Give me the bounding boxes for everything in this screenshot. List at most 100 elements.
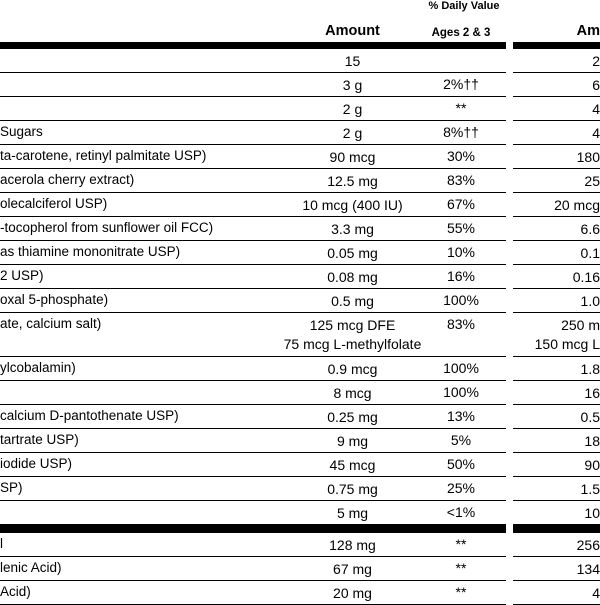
daily-value: 55%	[446, 220, 476, 236]
amount-value: 90 mcg	[329, 149, 376, 165]
table-row: ta-carotene, retinyl palmitate USP) 90 mc…	[0, 145, 506, 169]
ages-column-header: Ages 2 & 3	[431, 27, 491, 39]
table-row: 15	[0, 49, 506, 73]
amount-line: 250 m	[561, 317, 600, 333]
table-row: 3 g 2%††	[0, 73, 506, 97]
amount-value: 8 mcg	[333, 385, 372, 401]
section-divider	[0, 525, 506, 533]
daily-value: 10%	[446, 244, 476, 260]
right-amount-value: 6.6	[580, 221, 600, 237]
daily-value: 2%††	[443, 76, 479, 92]
table-row: calcium D-pantothenate USP) 0.25 mg 13%	[0, 405, 506, 429]
table-row: Sugars 2 g 8%††	[0, 121, 506, 145]
right-amount-value: 4	[592, 125, 600, 141]
right-amount-value: 1.0	[580, 293, 600, 309]
table-row: 0.16	[513, 265, 600, 289]
table-row: 18	[513, 429, 600, 453]
table-row: iodide USP) 45 mcg 50%	[0, 453, 506, 477]
table-row: 0.5	[513, 405, 600, 429]
table-row: 180	[513, 145, 600, 169]
daily-value: 5%	[450, 432, 472, 448]
right-amount-value: 20 mcg	[554, 197, 600, 213]
daily-value: 16%	[446, 268, 476, 284]
daily-value: **	[455, 560, 467, 576]
daily-value: 83%	[446, 172, 476, 188]
table-row: 10	[513, 501, 600, 525]
table-row: l 128 mg **	[0, 533, 506, 557]
table-row: Acid) 20 mg **	[0, 581, 506, 605]
daily-value: 30%	[446, 148, 476, 164]
header-divider	[513, 42, 600, 49]
daily-value: 50%	[446, 456, 476, 472]
nutrient-name: l	[0, 536, 3, 551]
right-amount-value: 134	[576, 561, 600, 577]
right-amount-value: 4	[592, 101, 600, 117]
facts-table-right: Am 2 6 4 4 180 25 20 mcg 6.6 0.1 0.16 1.0 250 m 150 …	[513, 18, 600, 605]
amount-value: 2 g	[342, 125, 363, 141]
right-amount-value: 18	[584, 433, 600, 449]
table-row: 1.0	[513, 289, 600, 313]
table-row: SP) 0.75 mg 25%	[0, 477, 506, 501]
amount-value: 10 mcg (400 IU)	[302, 197, 403, 213]
daily-value: 8%††	[443, 124, 479, 140]
table-row: as thiamine mononitrate USP) 0.05 mg 10%	[0, 241, 506, 265]
amount-value: 12.5 mg	[327, 173, 378, 189]
table-row: olecalciferol USP) 10 mcg (400 IU) 67%	[0, 193, 506, 217]
table-row: 2 USP) 0.08 mg 16%	[0, 265, 506, 289]
right-amount-column-header: Am	[576, 23, 600, 39]
table-row: 4	[513, 581, 600, 605]
table-row: 16	[513, 381, 600, 405]
table-row: 250 m 150 mcg L	[513, 313, 600, 357]
daily-value-label: % Daily Value	[428, 0, 500, 12]
header-divider	[0, 42, 506, 49]
daily-value: <1%	[446, 504, 476, 520]
nutrient-name: SP)	[0, 480, 23, 495]
amount-value: 0.05 mg	[327, 245, 378, 261]
amount-value: 0.5 mg	[331, 293, 374, 309]
nutrient-name: lenic Acid)	[0, 560, 62, 575]
table-row: 256	[513, 533, 600, 557]
amount-value: 0.08 mg	[327, 269, 378, 285]
table-row: oxal 5-phosphate) 0.5 mg 100%	[0, 289, 506, 313]
right-amount-value: 180	[576, 149, 600, 165]
amount-value: 0.75 mg	[327, 481, 378, 497]
amount-value: 3.3 mg	[331, 221, 374, 237]
left-header-row: Amount Ages 2 & 3	[0, 18, 506, 42]
table-row: 8 mcg 100%	[0, 381, 506, 405]
daily-value: 67%	[446, 196, 476, 212]
amount-value: 0.25 mg	[327, 409, 378, 425]
amount-value: 20 mg	[333, 585, 372, 601]
nutrient-name: -tocopherol from sunflower oil FCC)	[0, 220, 214, 235]
amount-value: 125 mcg DFE 75 mcg L-methylfolate	[265, 316, 440, 354]
daily-value: **	[455, 584, 467, 600]
amount-line: 150 mcg L	[534, 336, 600, 352]
right-rows: 2 6 4 4 180 25 20 mcg 6.6 0.1 0.16 1.0 250 m 150 mcg…	[513, 49, 600, 605]
nutrient-name: ta-carotene, retinyl palmitate USP)	[0, 148, 207, 163]
nutrient-name: olecalciferol USP)	[0, 196, 108, 211]
daily-value: 100%	[443, 292, 479, 308]
nutrient-name: 2 USP)	[0, 268, 44, 283]
amount-value: 2 g	[342, 101, 363, 117]
daily-value: 100%	[443, 384, 479, 400]
amount-value: 9 mg	[336, 433, 369, 449]
table-row: 4	[513, 97, 600, 121]
amount-column-header: Amount	[325, 23, 380, 39]
daily-value: 25%	[446, 480, 476, 496]
table-row: 134	[513, 557, 600, 581]
nutrient-name: calcium D-pantothenate USP)	[0, 408, 179, 423]
nutrient-name: Acid)	[0, 584, 31, 599]
table-row: 6.6	[513, 217, 600, 241]
right-amount-value: 250 m 150 mcg L	[513, 313, 600, 354]
table-row: 2 g **	[0, 97, 506, 121]
amount-value: 0.9 mcg	[327, 361, 378, 377]
table-row: 20 mcg	[513, 193, 600, 217]
amount-value: 5 mg	[336, 505, 369, 521]
amount-value: 3 g	[342, 77, 363, 93]
right-amount-value: 0.1	[580, 245, 600, 261]
daily-value: 13%	[446, 408, 476, 424]
daily-value: 100%	[443, 360, 479, 376]
table-row: tartrate USP) 9 mg 5%	[0, 429, 506, 453]
right-amount-value: 25	[584, 173, 600, 189]
amount-value: 15	[344, 53, 361, 69]
